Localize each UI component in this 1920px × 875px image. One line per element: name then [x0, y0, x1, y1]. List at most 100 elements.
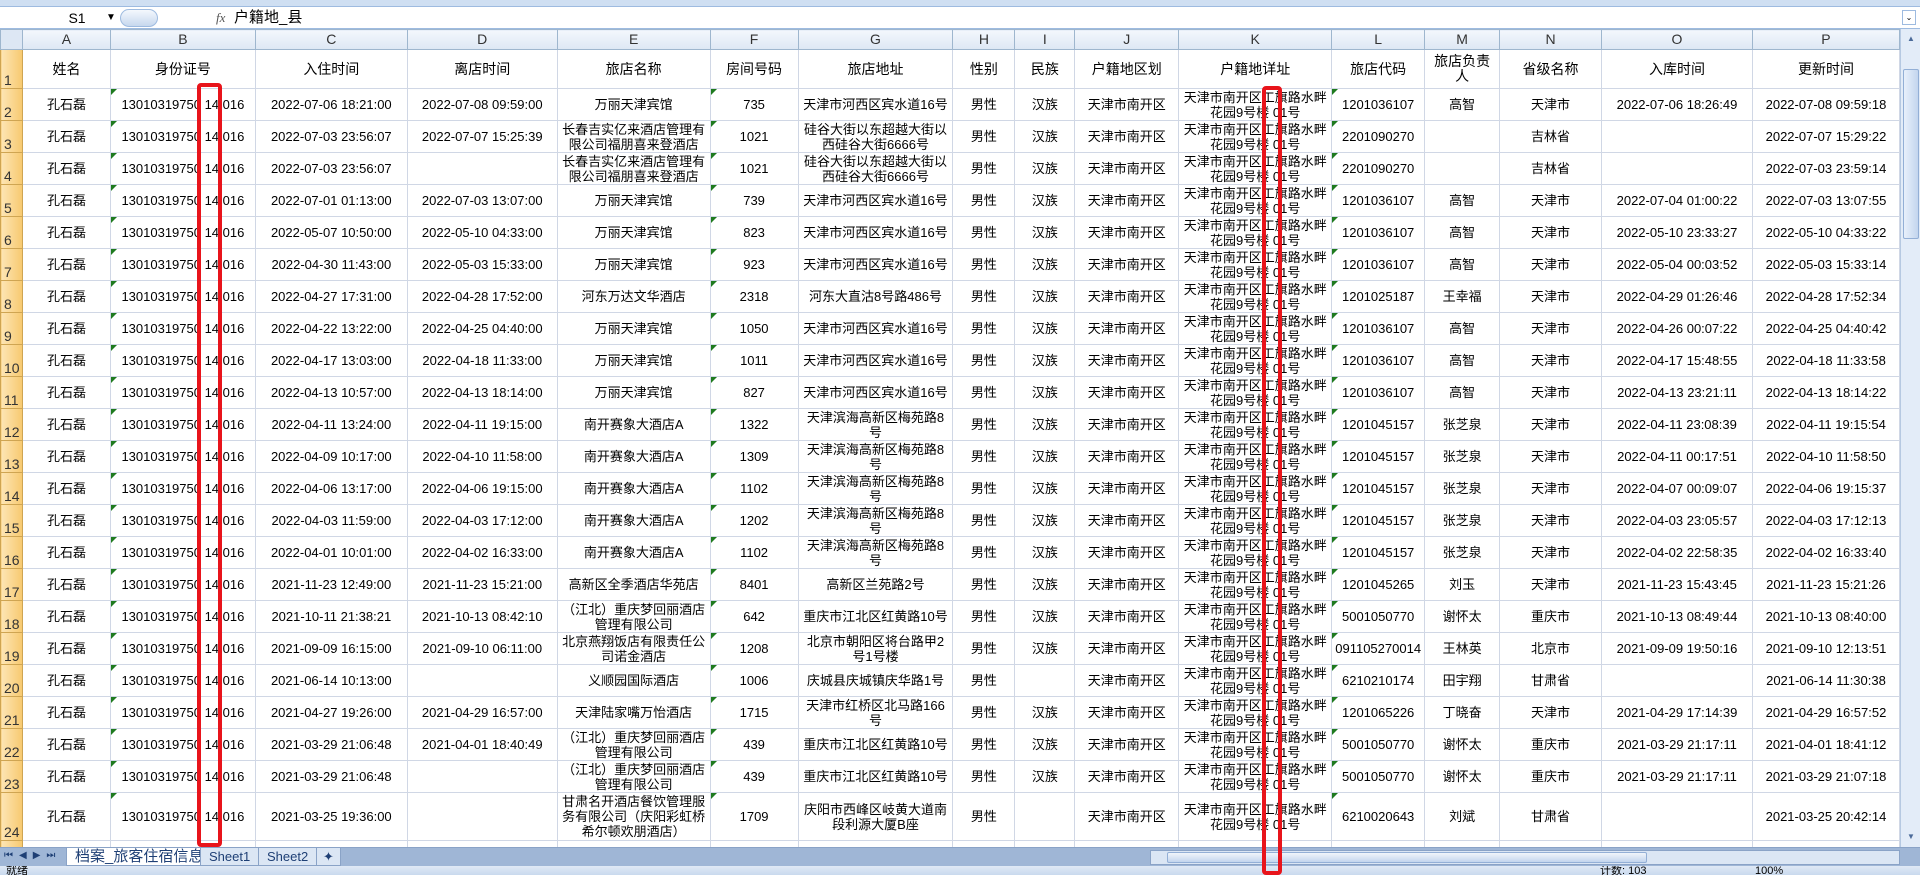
- cell-n[interactable]: 甘肃省: [1499, 664, 1603, 697]
- cell-p[interactable]: 2021-04-01 18:41:12: [1751, 728, 1900, 761]
- cell-d[interactable]: 2021-09-10 06:11:00: [406, 632, 558, 665]
- cell-f[interactable]: 1011: [709, 344, 799, 377]
- cell-l[interactable]: 1201036107: [1331, 376, 1426, 409]
- cell-b[interactable]: 13010319750 14 016: [109, 88, 256, 121]
- cell-b[interactable]: 13010319750 14 016: [109, 216, 256, 249]
- cell-k[interactable]: 天津市南开区工旗路水畔花园9号楼 01号: [1178, 88, 1333, 121]
- cell-m[interactable]: 田宇翔: [1424, 664, 1501, 697]
- zoom-level[interactable]: 100%: [1755, 866, 1784, 875]
- cell-l[interactable]: 1201045157: [1331, 536, 1426, 569]
- cell-o[interactable]: 2021-03-29 21:17:11: [1601, 728, 1753, 761]
- cell-g[interactable]: 天津滨海高新区梅苑路8号: [797, 408, 954, 441]
- cell-d[interactable]: 2021-04-29 16:57:00: [406, 696, 558, 729]
- cell-n[interactable]: 北京市: [1499, 632, 1603, 665]
- cell-a[interactable]: 孔石磊: [21, 408, 111, 441]
- row-header[interactable]: 1: [0, 49, 23, 89]
- header-cell[interactable]: 旅店名称: [556, 49, 711, 89]
- cell-g[interactable]: 庆阳市西峰区岐黄大道南段利源大厦B座: [797, 792, 954, 841]
- cell-p[interactable]: 2022-04-03 17:12:13: [1751, 504, 1900, 537]
- cell-c[interactable]: 2022-04-01 10:01:00: [254, 536, 408, 569]
- cell-i[interactable]: 汉族: [1014, 216, 1076, 249]
- cell-g[interactable]: 天津滨海高新区梅苑路8号: [797, 504, 954, 537]
- cell-h[interactable]: 男性: [952, 376, 1016, 409]
- cell-j[interactable]: 天津市南开区: [1074, 408, 1180, 441]
- cell-n[interactable]: 天津市: [1499, 88, 1603, 121]
- cell-a[interactable]: 孔石磊: [21, 664, 111, 697]
- cell-i[interactable]: [1014, 792, 1076, 841]
- cell-j[interactable]: 天津市南开区: [1074, 312, 1180, 345]
- cell-o[interactable]: 2021-03-29 21:17:11: [1601, 760, 1753, 793]
- cell-d[interactable]: 2022-04-18 11:33:00: [406, 344, 558, 377]
- cell-o[interactable]: [1601, 664, 1753, 697]
- cell-d[interactable]: 2022-05-10 04:33:00: [406, 216, 558, 249]
- formula-input[interactable]: 户籍地_县: [234, 9, 303, 26]
- cell-e[interactable]: （江北）重庆梦回丽酒店管理有限公司: [556, 728, 711, 761]
- cell-j[interactable]: 天津市南开区: [1074, 632, 1180, 665]
- cell-d[interactable]: 2022-04-03 17:12:00: [406, 504, 558, 537]
- header-cell[interactable]: 户籍地详址: [1178, 49, 1333, 89]
- cell-a[interactable]: 孔石磊: [21, 760, 111, 793]
- cell-n[interactable]: 天津市: [1499, 408, 1603, 441]
- cell-f[interactable]: 1208: [709, 632, 799, 665]
- cell-c[interactable]: 2022-04-13 10:57:00: [254, 376, 408, 409]
- column-header-f[interactable]: F: [709, 29, 799, 50]
- cell-j[interactable]: 天津市南开区: [1074, 344, 1180, 377]
- cell-n[interactable]: 天津市: [1499, 504, 1603, 537]
- cell-h[interactable]: 男性: [952, 88, 1016, 121]
- cell-b[interactable]: 13010319750 14 016: [109, 120, 256, 153]
- cell-d[interactable]: [406, 152, 558, 185]
- cell-k[interactable]: 天津市南开区工旗路水畔花园9号楼 01号: [1178, 344, 1333, 377]
- cell-f[interactable]: 1006: [709, 664, 799, 697]
- horizontal-scroll-thumb[interactable]: [1167, 852, 1647, 863]
- cell-l[interactable]: 6210020643: [1331, 792, 1426, 841]
- cell-h[interactable]: 男性: [952, 280, 1016, 313]
- cell-m[interactable]: 谢怀太: [1424, 728, 1501, 761]
- cell-c[interactable]: 2021-04-27 19:26:00: [254, 696, 408, 729]
- cell-h[interactable]: 男性: [952, 600, 1016, 633]
- cell-d[interactable]: 2022-04-11 19:15:00: [406, 408, 558, 441]
- cell-c[interactable]: 2021-10-11 21:38:21: [254, 600, 408, 633]
- row-header[interactable]: 20: [0, 664, 23, 697]
- cell-p[interactable]: 2022-05-03 15:33:14: [1751, 248, 1900, 281]
- cell-i[interactable]: 汉族: [1014, 728, 1076, 761]
- cell-o[interactable]: 2022-04-07 00:09:07: [1601, 472, 1753, 505]
- row-header[interactable]: 6: [0, 216, 23, 249]
- cell-k[interactable]: 天津市南开区工旗路水畔花园9号楼 01号: [1178, 312, 1333, 345]
- cell-n[interactable]: 吉林省: [1499, 152, 1603, 185]
- cell-o[interactable]: [1601, 120, 1753, 153]
- vertical-scroll-thumb[interactable]: [1903, 69, 1919, 239]
- header-cell[interactable]: 民族: [1014, 49, 1076, 89]
- cell-o[interactable]: 2022-04-13 23:21:11: [1601, 376, 1753, 409]
- sheet-tab-active[interactable]: 档案_旅客住宿信息: [66, 848, 213, 866]
- row-header[interactable]: 24: [0, 792, 23, 841]
- cell-h[interactable]: 男性: [952, 504, 1016, 537]
- cell-k[interactable]: 天津市南开区工旗路水畔花园9号楼 01号: [1178, 408, 1333, 441]
- cell-b[interactable]: 13010319750 14 016: [109, 632, 256, 665]
- cell-o[interactable]: 2022-04-02 22:58:35: [1601, 536, 1753, 569]
- column-header-k[interactable]: K: [1178, 29, 1333, 50]
- row-header[interactable]: 13: [0, 440, 23, 473]
- row-header[interactable]: 8: [0, 280, 23, 313]
- cell-m[interactable]: 高智: [1424, 216, 1501, 249]
- header-cell[interactable]: 身份证号: [109, 49, 256, 89]
- cell-e[interactable]: 河东万达文华酒店: [556, 280, 711, 313]
- cell-p[interactable]: 2022-07-08 09:59:18: [1751, 88, 1900, 121]
- cell-h[interactable]: 男性: [952, 440, 1016, 473]
- header-cell[interactable]: 旅店地址: [797, 49, 954, 89]
- cell-o[interactable]: 2021-11-23 15:43:45: [1601, 568, 1753, 601]
- cell-g[interactable]: 高新区兰苑路2号: [797, 568, 954, 601]
- cell-o[interactable]: 2022-04-29 01:26:46: [1601, 280, 1753, 313]
- cell-l[interactable]: 1201036107: [1331, 88, 1426, 121]
- cell-h[interactable]: 男性: [952, 120, 1016, 153]
- cell-k[interactable]: 天津市南开区工旗路水畔花园9号楼 01号: [1178, 504, 1333, 537]
- cell-n[interactable]: 重庆市: [1499, 760, 1603, 793]
- cell-i[interactable]: 汉族: [1014, 760, 1076, 793]
- header-cell[interactable]: 离店时间: [406, 49, 558, 89]
- empty-cell[interactable]: [952, 840, 1016, 847]
- cell-g[interactable]: 河东大直沽8号路486号: [797, 280, 954, 313]
- cell-o[interactable]: 2021-09-09 19:50:16: [1601, 632, 1753, 665]
- cell-j[interactable]: 天津市南开区: [1074, 536, 1180, 569]
- cell-j[interactable]: 天津市南开区: [1074, 600, 1180, 633]
- cell-i[interactable]: 汉族: [1014, 632, 1076, 665]
- column-header-d[interactable]: D: [406, 29, 558, 50]
